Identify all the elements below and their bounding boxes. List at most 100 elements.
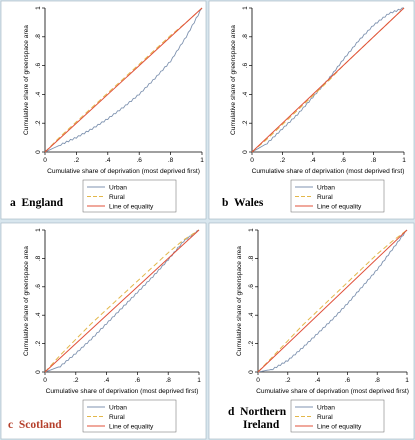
y-tick-label-c: 0: [35, 370, 42, 374]
x-tick-label-a: .8: [168, 157, 174, 164]
series-rural-d: [257, 229, 408, 373]
panel-name-a: England: [21, 197, 64, 209]
x-tick-label-b: .4: [310, 157, 316, 164]
panel-name-c: Scotland: [18, 419, 62, 431]
y-tick-label-d: .4: [248, 312, 255, 318]
panel-name-d-line2: Ireland: [243, 419, 280, 431]
legend-label-c: Rural: [109, 414, 125, 421]
panel-label-b: b Wales: [222, 197, 263, 210]
x-tick-label-c: .4: [104, 377, 110, 384]
y-tick-label-a: .8: [35, 34, 42, 40]
legend-box-a: [82, 179, 177, 213]
series-line-of-equality-b: [251, 7, 405, 153]
panel-letter-b: b: [222, 197, 229, 209]
y-tick-label-a: 1: [35, 6, 42, 10]
y-tick-label-c: 1: [35, 228, 42, 232]
y-axis-title-d: Cumulative share of greenspace area: [236, 246, 243, 356]
x-tick-label-d: 0: [256, 377, 260, 384]
x-tick-label-c: .2: [73, 377, 79, 384]
panel-name-b: Wales: [233, 197, 264, 209]
y-tick-label-b: .2: [242, 120, 249, 126]
panel-c: 0 .2 .4 .6 .8 1 0 .2 .4 .6 .8 1 Cumulative share of …: [0, 222, 207, 440]
y-tick-label-d: 0: [248, 370, 255, 374]
y-tick-label-d: .8: [248, 255, 255, 261]
x-tick-label-a: .4: [105, 157, 111, 164]
legend-box-c: [82, 399, 177, 433]
y-tick-label-d: 1: [248, 228, 255, 232]
x-tick-label-d: .8: [374, 377, 380, 384]
series-urban-d: [257, 229, 408, 373]
legend-label-b: Rural: [317, 194, 333, 201]
series-rural-a: [44, 7, 203, 153]
x-axis-title-a: Cumulative share of deprivation (most de…: [47, 168, 200, 175]
y-tick-label-d: .6: [248, 284, 255, 290]
legend-label-d: Line of equality: [317, 424, 362, 431]
y-tick-label-c: .4: [35, 312, 42, 318]
panel-letter-a: a: [10, 197, 16, 209]
legend-label-d: Rural: [317, 414, 333, 421]
series-line-of-equality-a: [44, 7, 203, 153]
legend-label-c: Line of equality: [109, 424, 154, 431]
y-tick-label-b: .8: [242, 34, 249, 40]
x-tick-label-d: .4: [315, 377, 321, 384]
panel-b: 0 .2 .4 .6 .8 1 0 .2 .4 .6 .8 1 Cumulative share of …: [208, 0, 415, 220]
legend-label-c: Urban: [109, 405, 127, 412]
x-tick-label-a: .6: [136, 157, 142, 164]
y-tick-label-b: .4: [242, 91, 249, 97]
series-rural-c: [44, 229, 200, 373]
y-tick-label-c: .2: [35, 341, 42, 347]
panel-letter-d: d: [228, 406, 235, 418]
panel-label-d: d Northern Ireland: [228, 406, 286, 432]
y-tick-label-b: 0: [242, 150, 249, 154]
y-tick-label-b: .6: [242, 63, 249, 69]
y-tick-label-a: .4: [35, 91, 42, 97]
legend-label-a: Urban: [109, 185, 127, 192]
legend-box-d: [290, 399, 385, 433]
panel-d: 0 .2 .4 .6 .8 1 0 .2 .4 .6 .8 1 Cumulative share of …: [208, 222, 415, 440]
x-tick-label-a: .2: [74, 157, 80, 164]
y-tick-label-a: .6: [35, 63, 42, 69]
legend-label-d: Urban: [317, 405, 335, 412]
y-tick-label-b: 1: [242, 6, 249, 10]
y-tick-label-d: .2: [248, 341, 255, 347]
y-axis-title-c: Cumulative share of greenspace area: [23, 246, 30, 356]
y-tick-label-a: 0: [35, 150, 42, 154]
y-axis-title-b: Cumulative share of greenspace area: [230, 25, 237, 135]
x-tick-label-b: 1: [402, 157, 406, 164]
x-axis-title-d: Cumulative share of deprivation (most de…: [256, 388, 409, 395]
y-axis-title-a: Cumulative share of greenspace area: [23, 25, 30, 135]
x-tick-label-c: 1: [197, 377, 201, 384]
x-tick-label-d: 1: [405, 377, 409, 384]
series-line-of-equality-c: [44, 229, 200, 373]
legend-label-a: Rural: [109, 194, 125, 201]
legend-box-b: [290, 179, 385, 213]
legend-label-b: Urban: [317, 185, 335, 192]
legend-label-a: Line of equality: [109, 204, 154, 211]
x-tick-label-b: .2: [280, 157, 286, 164]
x-tick-label-b: 0: [250, 157, 254, 164]
panel-letter-c: c: [8, 419, 14, 431]
series-rural-b: [251, 7, 405, 153]
x-tick-label-a: 0: [43, 157, 47, 164]
panel-label-a: a England: [10, 197, 63, 210]
series-line-of-equality-d: [257, 229, 408, 373]
x-tick-label-b: .8: [371, 157, 377, 164]
legend-label-b: Line of equality: [317, 204, 362, 211]
x-tick-label-d: .6: [345, 377, 351, 384]
y-tick-label-c: .8: [35, 255, 42, 261]
y-tick-label-a: .2: [35, 120, 42, 126]
x-tick-label-c: .6: [135, 377, 141, 384]
series-urban-a: [44, 7, 203, 153]
x-axis-title-c: Cumulative share of deprivation (most de…: [46, 388, 199, 395]
x-tick-label-b: .6: [340, 157, 346, 164]
x-tick-label-d: .2: [285, 377, 291, 384]
x-axis-title-b: Cumulative share of deprivation (most de…: [252, 168, 405, 175]
panel-name-d: Northern: [240, 406, 287, 418]
y-tick-label-c: .6: [35, 284, 42, 290]
x-tick-label-c: .8: [165, 377, 171, 384]
x-tick-label-a: 1: [200, 157, 204, 164]
panel-label-c: c Scotland: [8, 419, 62, 432]
x-tick-label-c: 0: [43, 377, 47, 384]
